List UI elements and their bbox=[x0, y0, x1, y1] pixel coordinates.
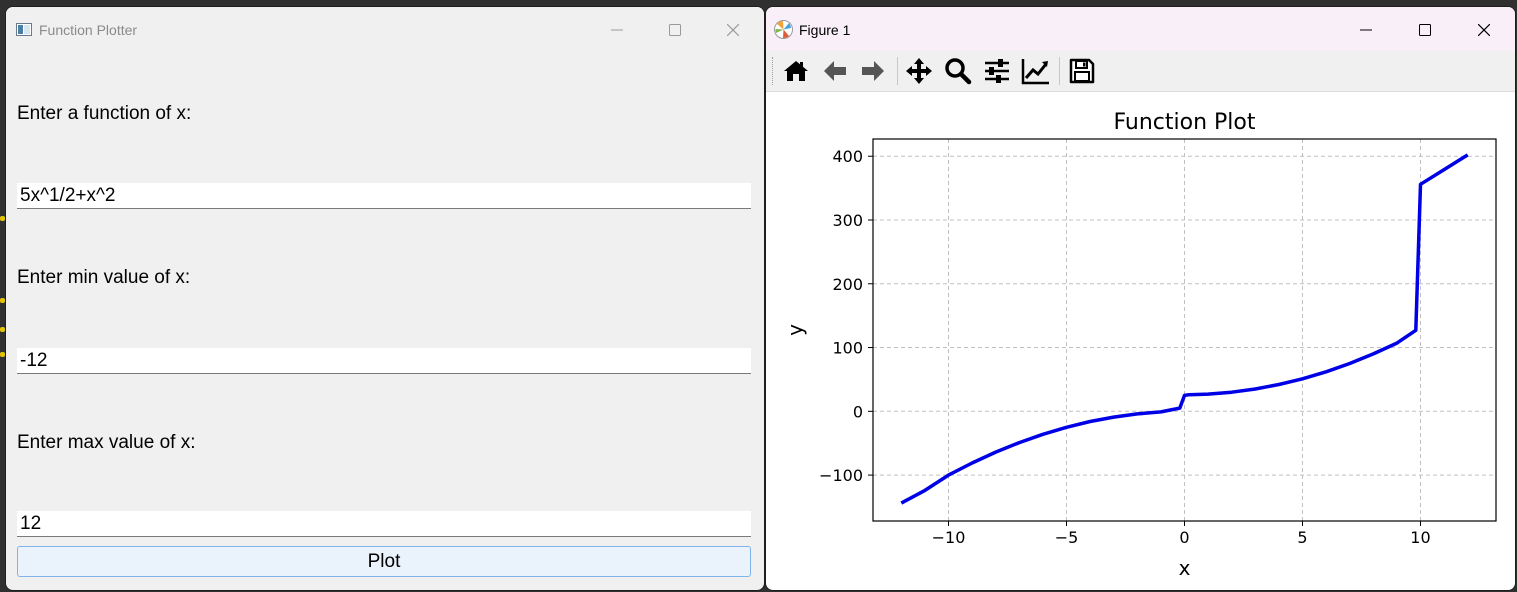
figure-window: Figure 1 bbox=[766, 7, 1515, 590]
max-value-label: Enter max value of x: bbox=[17, 432, 196, 453]
min-value-input[interactable] bbox=[17, 348, 751, 374]
maximize-icon bbox=[1419, 24, 1431, 36]
save-icon bbox=[1069, 58, 1095, 84]
zoom-icon bbox=[945, 58, 972, 85]
chart[interactable]: −10 −5 0 5 10 −100 0 100 200 300 400 Function Plot x… bbox=[766, 92, 1515, 590]
close-button[interactable] bbox=[704, 13, 762, 47]
chart-title: Function Plot bbox=[1113, 110, 1255, 135]
save-button[interactable] bbox=[1066, 56, 1098, 86]
y-tick-label: 100 bbox=[832, 339, 863, 358]
navigation-toolbar bbox=[766, 51, 1515, 92]
toolbar-separator bbox=[897, 57, 898, 85]
back-button[interactable] bbox=[819, 56, 851, 86]
matplotlib-logo-icon bbox=[774, 20, 793, 39]
y-tick-label: 300 bbox=[832, 211, 863, 230]
function-line bbox=[900, 153, 1469, 505]
pan-icon bbox=[906, 58, 932, 84]
plotter-title-bar[interactable]: Function Plotter bbox=[6, 7, 764, 51]
y-tick-label: −100 bbox=[819, 466, 863, 485]
backdrop-dot bbox=[0, 298, 5, 303]
minimize-icon bbox=[611, 29, 623, 31]
y-axis-label: y bbox=[783, 324, 807, 336]
back-arrow-icon bbox=[824, 61, 846, 81]
zoom-button[interactable] bbox=[942, 56, 974, 86]
configure-subplots-button[interactable] bbox=[981, 56, 1013, 86]
figure-title-bar[interactable]: Figure 1 bbox=[766, 7, 1515, 51]
app-icon bbox=[16, 23, 32, 36]
x-tick-label: 0 bbox=[1179, 528, 1189, 547]
minimize-icon bbox=[1360, 29, 1372, 31]
maximize-button[interactable] bbox=[1396, 13, 1454, 47]
backdrop-dot bbox=[0, 352, 5, 357]
maximize-icon bbox=[669, 24, 681, 36]
x-tick-label: 5 bbox=[1297, 528, 1307, 547]
plot-button[interactable]: Plot bbox=[17, 546, 751, 577]
x-axis-label: x bbox=[1179, 556, 1191, 580]
y-tick-label: 400 bbox=[832, 147, 863, 166]
edit-axis-icon bbox=[1021, 59, 1049, 85]
window-title: Figure 1 bbox=[799, 22, 851, 38]
function-input[interactable] bbox=[17, 183, 751, 209]
x-tick-label: −10 bbox=[932, 528, 966, 547]
window-title: Function Plotter bbox=[39, 22, 138, 38]
edit-axis-button[interactable] bbox=[1020, 56, 1052, 86]
toolbar-separator bbox=[1059, 57, 1060, 85]
max-value-input[interactable] bbox=[17, 511, 751, 537]
x-tick-label: 10 bbox=[1410, 528, 1430, 547]
forward-button[interactable] bbox=[857, 56, 889, 86]
y-tick-label: 0 bbox=[853, 402, 863, 421]
pan-button[interactable] bbox=[903, 56, 935, 86]
y-tick-label: 200 bbox=[832, 275, 863, 294]
minimize-button[interactable] bbox=[1337, 13, 1395, 47]
forward-arrow-icon bbox=[862, 61, 884, 81]
close-button[interactable] bbox=[1455, 13, 1513, 47]
maximize-button[interactable] bbox=[646, 13, 704, 47]
close-icon bbox=[1478, 24, 1490, 36]
function-label: Enter a function of x: bbox=[17, 103, 192, 124]
backdrop-dot bbox=[0, 327, 5, 332]
home-icon bbox=[784, 61, 808, 81]
close-icon bbox=[727, 24, 739, 36]
backdrop-dot bbox=[0, 216, 5, 221]
min-value-label: Enter min value of x: bbox=[17, 267, 191, 288]
function-plotter-window: Function Plotter Enter a function of x: … bbox=[6, 7, 764, 590]
x-tick-label: −5 bbox=[1055, 528, 1079, 547]
configure-subplots-icon bbox=[985, 59, 1009, 83]
toolbar-grip bbox=[772, 57, 774, 85]
minimize-button[interactable] bbox=[588, 13, 646, 47]
home-button[interactable] bbox=[780, 56, 812, 86]
